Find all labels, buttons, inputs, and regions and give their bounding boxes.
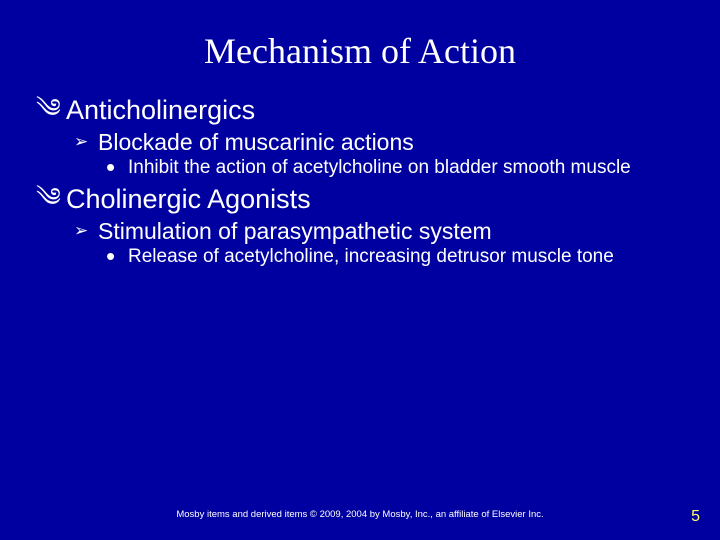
bullet-l1-icon: ༄ — [36, 94, 66, 124]
bullet-l2: ➢ Stimulation of parasympathetic system — [74, 217, 684, 245]
bullet-l3-text: Release of acetylcholine, increasing det… — [128, 245, 614, 268]
page-number: 5 — [691, 508, 700, 526]
bullet-l1-text: Cholinergic Agonists — [66, 183, 311, 215]
slide-body: ༄ Anticholinergics ➢ Blockade of muscari… — [36, 94, 684, 268]
footer-copyright: Mosby items and derived items © 2009, 20… — [0, 509, 720, 520]
bullet-l3-icon: • — [106, 245, 128, 267]
bullet-l2-text: Blockade of muscarinic actions — [98, 128, 414, 156]
slide-title: Mechanism of Action — [36, 30, 684, 72]
bullet-l1: ༄ Anticholinergics — [36, 94, 684, 126]
bullet-l1-icon: ༄ — [36, 183, 66, 213]
bullet-l3: • Release of acetylcholine, increasing d… — [106, 245, 684, 268]
slide: Mechanism of Action ༄ Anticholinergics ➢… — [0, 0, 720, 540]
bullet-l2-icon: ➢ — [74, 128, 98, 156]
bullet-l2-icon: ➢ — [74, 217, 98, 245]
bullet-l3-icon: • — [106, 156, 128, 178]
bullet-l1: ༄ Cholinergic Agonists — [36, 183, 684, 215]
bullet-l1-text: Anticholinergics — [66, 94, 255, 126]
bullet-l3-text: Inhibit the action of acetylcholine on b… — [128, 156, 631, 179]
bullet-l2: ➢ Blockade of muscarinic actions — [74, 128, 684, 156]
bullet-l3: • Inhibit the action of acetylcholine on… — [106, 156, 684, 179]
bullet-l2-text: Stimulation of parasympathetic system — [98, 217, 492, 245]
